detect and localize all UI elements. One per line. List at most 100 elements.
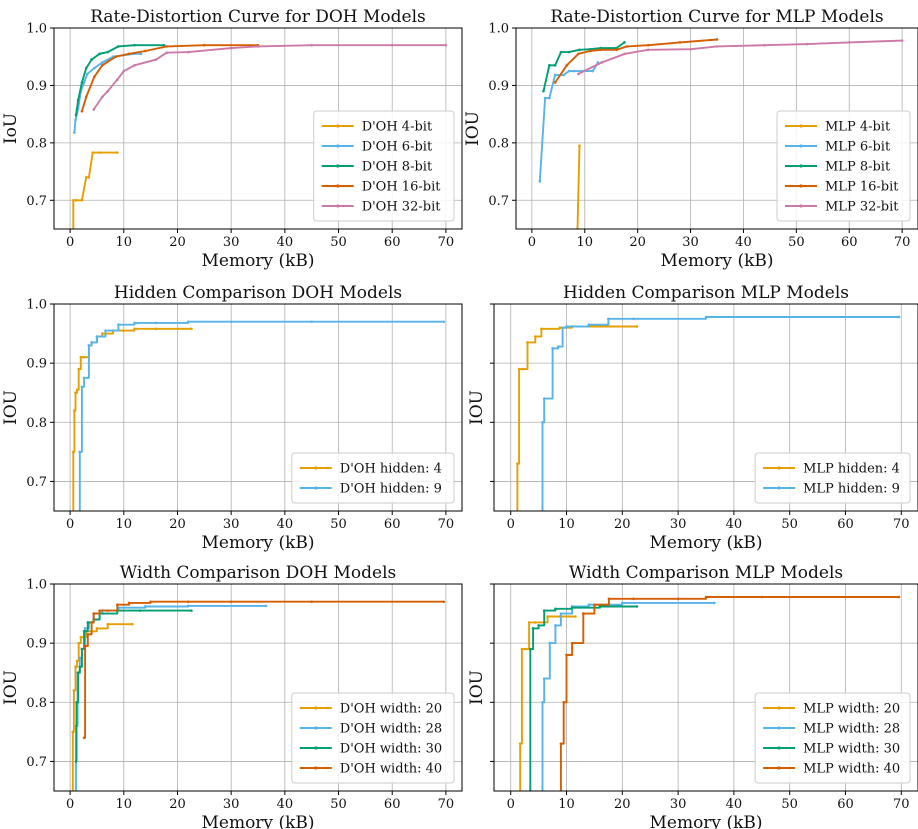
y-axis-label: IOU [1,670,21,705]
legend-label: D'OH width: 28 [340,722,442,737]
x-axis-label: Memory (kB) [649,533,762,553]
x-tick-label: 70 [893,797,910,812]
data-point [568,51,571,54]
data-point [647,49,650,52]
data-point [140,53,143,56]
data-point [578,49,581,52]
x-tick-label: 30 [223,517,240,532]
data-point [310,44,313,47]
data-point [116,78,119,81]
y-tick-label: 0.8 [26,696,47,711]
legend-label: MLP 8-bit [825,160,891,175]
data-point [599,49,602,52]
data-point [83,377,86,380]
data-point [187,600,190,603]
legend-label: D'OH 6-bit [362,140,433,155]
data-point [80,636,83,639]
data-point [93,67,96,70]
legend-label: D'OH width: 20 [340,702,442,717]
data-point [122,329,125,332]
data-point [546,615,549,618]
x-tick-label: 40 [735,235,752,250]
data-point [898,316,901,319]
data-point [522,368,525,371]
data-point [73,131,76,134]
series-line-1 [517,327,637,541]
data-point [577,53,580,56]
x-tick-label: 30 [682,235,699,250]
data-point [310,600,313,603]
x-tick-label: 40 [277,517,294,532]
data-point [636,605,639,608]
data-point [636,325,639,328]
legend-swatch-marker [799,184,802,187]
data-point [71,819,74,822]
legend-label: MLP width: 28 [803,722,900,737]
data-point [442,600,445,603]
legend-label: MLP 4-bit [825,120,891,135]
series-group [71,320,445,541]
data-point [92,108,95,111]
data-point [705,316,708,319]
data-point [562,701,565,704]
data-point [554,608,557,611]
data-point [582,612,585,615]
x-tick-label: 0 [66,517,74,532]
data-point [898,596,901,599]
data-point [559,819,562,822]
x-axis-label: Memory (kB) [201,533,314,553]
data-point [187,51,190,54]
data-point [561,326,564,329]
legend-label: MLP 32-bit [825,200,899,215]
x-tick-label: 70 [438,517,455,532]
data-point [74,391,77,394]
data-point [554,81,557,84]
data-point [155,328,158,331]
data-point [689,48,692,51]
data-point [534,621,537,624]
data-point [519,742,522,745]
data-point [548,97,551,100]
data-point [106,90,109,93]
x-tick-label: 10 [116,517,133,532]
data-point [131,623,134,626]
x-tick-label: 10 [116,797,133,812]
y-tick-label: 1.0 [26,578,47,593]
series-line-3 [76,611,191,762]
data-point [230,600,233,603]
legend: MLP hidden: 4MLP hidden: 9 [755,453,910,503]
data-point [187,605,190,608]
data-point [554,64,557,67]
data-point [565,654,568,657]
x-tick-label: 0 [528,235,536,250]
data-point [544,97,547,100]
data-point [442,320,445,323]
data-point [81,648,84,651]
x-tick-label: 10 [576,235,593,250]
y-tick-label: 0.9 [26,637,47,652]
data-point [74,819,77,822]
y-tick-label: 0.7 [26,755,47,770]
x-tick-label: 70 [438,235,455,250]
data-point [98,151,101,154]
series-line-5 [94,45,446,109]
data-point [77,98,80,101]
chart-title: Rate-Distortion Curve for MLP Models [550,7,883,27]
data-point [543,397,546,400]
y-tick-label: 0.9 [488,79,509,94]
data-point [190,328,193,331]
data-point [90,341,93,344]
data-point [190,609,193,612]
legend-label: D'OH 8-bit [362,160,433,175]
data-point [600,61,603,64]
data-point [139,609,142,612]
data-point [83,736,86,739]
data-point [574,615,577,618]
data-point [203,44,206,47]
y-axis-label: IoU [1,113,21,144]
data-point [133,44,136,47]
chart-title: Hidden Comparison DOH Models [114,283,402,303]
data-point [155,58,158,61]
data-point [705,596,708,599]
